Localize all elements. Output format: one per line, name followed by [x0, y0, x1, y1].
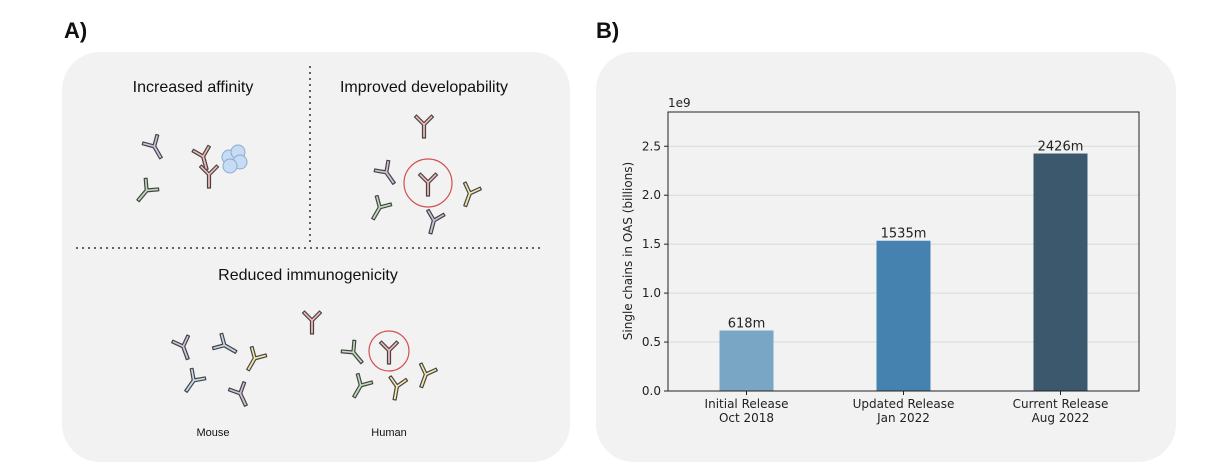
y-axis-label: Single chains in OAS (billions) [621, 162, 635, 340]
antibody-icon [177, 366, 208, 398]
immunogenicity-title: Reduced immunogenicity [218, 267, 398, 284]
bar-data-label: 2426m [1038, 140, 1084, 155]
antibody-icon [239, 344, 269, 376]
antibody-icon [455, 180, 483, 211]
antibody-icon [170, 333, 198, 364]
y-tick-label: 1.5 [642, 237, 661, 251]
panel-b-label: B) [596, 18, 620, 43]
y-tick-label: 0.5 [642, 335, 661, 349]
antibody-icon [226, 380, 256, 411]
y-exponent-label: 1e9 [668, 96, 691, 110]
affinity-title: Increased affinity [133, 79, 254, 96]
antibody-icon [140, 132, 170, 164]
y-tick-label: 1.0 [642, 286, 661, 300]
affinity-illustration [130, 132, 248, 208]
x-tick-label: Jan 2022 [876, 411, 930, 425]
selection-ring [368, 330, 410, 372]
bar [876, 240, 931, 391]
antibody-icon [130, 176, 161, 208]
bar [719, 330, 774, 391]
antibody-icon [198, 164, 220, 189]
y-axis-ticks: 0.0 0.5 1.0 1.5 2.0 2.5 [642, 139, 668, 398]
developability-illustration [364, 114, 483, 237]
antibody-icon [210, 331, 242, 361]
y-tick-label: 2.0 [642, 188, 661, 202]
developability-title: Improved developability [340, 79, 508, 96]
antibody-icon [364, 193, 394, 225]
antibody-icon [372, 158, 403, 190]
bar [1033, 153, 1088, 391]
x-tick-label: Current Release [1013, 397, 1109, 411]
panel-a-label: A) [64, 18, 88, 43]
x-tick-label: Updated Release [853, 397, 955, 411]
y-tick-label: 0.0 [642, 384, 661, 398]
x-tick-label: Aug 2022 [1032, 411, 1090, 425]
bar-data-label: 618m [728, 317, 765, 332]
x-tick-label: Oct 2018 [719, 411, 774, 425]
antibody-icon [378, 340, 400, 365]
panel-a-background [62, 52, 570, 462]
bar-data-label: 1535m [881, 227, 927, 242]
antibody-icon [345, 371, 375, 403]
antigen-icon [221, 144, 248, 174]
antibody-icon [413, 114, 435, 139]
bars: 618m 1535m 2426m [719, 140, 1088, 391]
antibody-icon [384, 374, 409, 403]
selection-ring [403, 158, 453, 208]
antibody-icon [417, 172, 439, 197]
antibody-icon [339, 338, 370, 370]
immunogenicity-illustration [170, 310, 439, 411]
antibody-icon [301, 310, 323, 335]
antibody-icon [411, 361, 439, 392]
human-label: Human [371, 427, 406, 439]
bar-chart: 618m 1535m 2426m 0.0 0.5 1.0 1.5 2.0 2.5 Initia… [621, 96, 1140, 425]
x-tick-label: Initial Release [705, 397, 789, 411]
mouse-label: Mouse [196, 427, 229, 439]
antibody-icon [420, 208, 447, 237]
y-tick-label: 2.5 [642, 139, 661, 153]
